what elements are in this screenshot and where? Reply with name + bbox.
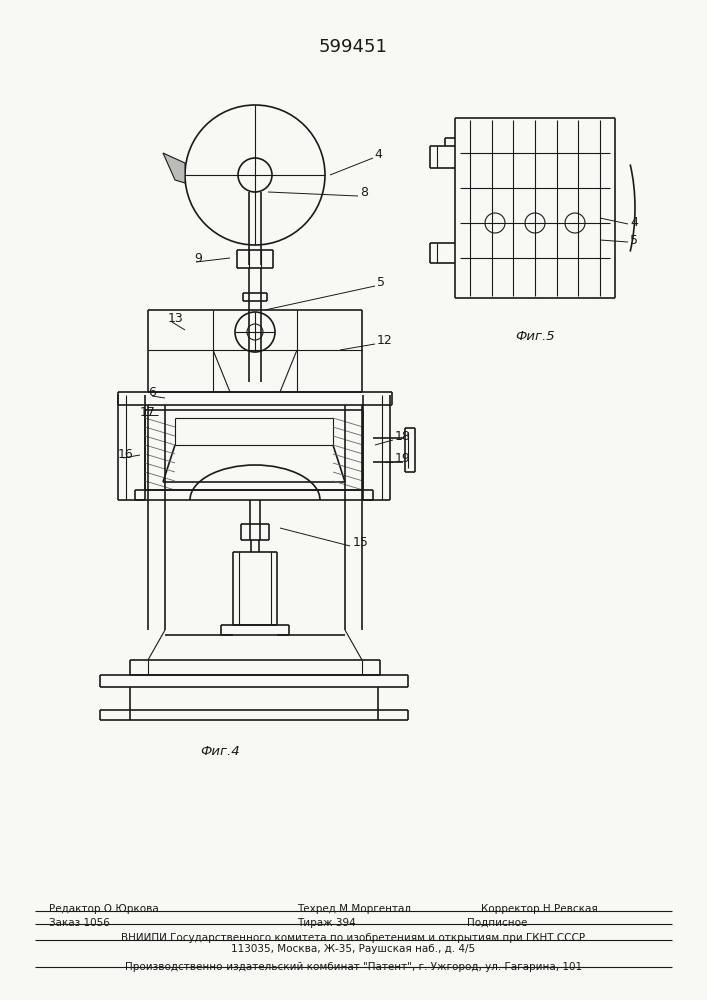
Text: 5: 5 xyxy=(377,275,385,288)
Text: Производственно-издательский комбинат "Патент", г. Ужгород, ул. Гагарина, 101: Производственно-издательский комбинат "П… xyxy=(125,962,582,972)
Text: Техред М.Моргентал: Техред М.Моргентал xyxy=(297,904,411,914)
Text: Редактор О.Юркова: Редактор О.Юркова xyxy=(49,904,159,914)
Text: 599451: 599451 xyxy=(319,38,387,56)
Polygon shape xyxy=(163,153,185,183)
Text: Заказ 1056: Заказ 1056 xyxy=(49,918,110,928)
Text: 9: 9 xyxy=(194,251,202,264)
Text: 4: 4 xyxy=(630,216,638,229)
Text: ВНИИПИ Государственного комитета по изобретениям и открытиям при ГКНТ СССР: ВНИИПИ Государственного комитета по изоб… xyxy=(122,933,585,943)
Text: 5: 5 xyxy=(630,233,638,246)
Text: 15: 15 xyxy=(353,536,369,548)
Text: 113035, Москва, Ж-35, Раушская наб., д. 4/5: 113035, Москва, Ж-35, Раушская наб., д. … xyxy=(231,944,476,954)
Text: Тираж 394: Тираж 394 xyxy=(297,918,356,928)
Text: 8: 8 xyxy=(360,186,368,198)
Text: Фиг.4: Фиг.4 xyxy=(200,745,240,758)
Text: 19: 19 xyxy=(395,452,411,464)
Text: Подписное: Подписное xyxy=(467,918,527,928)
Text: 4: 4 xyxy=(374,147,382,160)
Text: 13: 13 xyxy=(168,312,184,324)
Text: Корректор Н.Ревская: Корректор Н.Ревская xyxy=(481,904,597,914)
Text: 6: 6 xyxy=(148,386,156,399)
Text: 18: 18 xyxy=(395,430,411,444)
Text: 17: 17 xyxy=(140,406,156,418)
Text: 12: 12 xyxy=(377,334,393,347)
Text: 16: 16 xyxy=(118,448,134,462)
Text: Фиг.5: Фиг.5 xyxy=(515,330,555,343)
